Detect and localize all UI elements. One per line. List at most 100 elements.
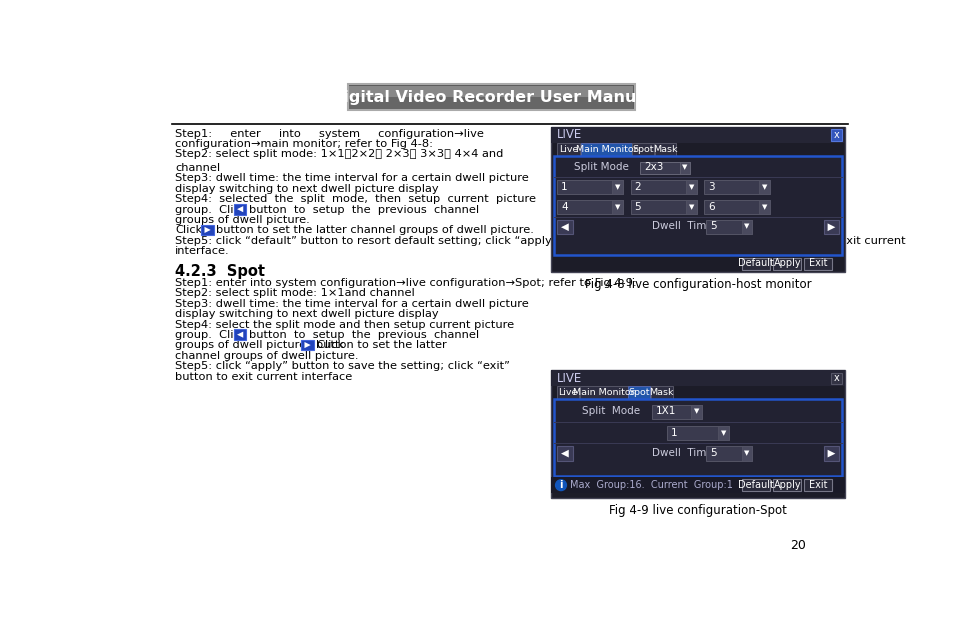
Bar [759,180,769,194]
Polygon shape [204,227,211,233]
Text: ▼: ▼ [615,204,619,211]
Bar [554,156,841,255]
Text: display switching to next dwell picture display: display switching to next dwell picture … [174,309,438,319]
Bar [803,479,831,492]
Bar [830,373,841,384]
Bar [612,200,622,214]
Polygon shape [236,206,243,212]
Bar [557,142,579,156]
Text: Spot: Spot [632,144,653,153]
Text: groups of dwell picture.: groups of dwell picture. [174,215,310,225]
Bar [550,127,844,142]
Text: configuration→main monitor; refer to Fig 4-8:: configuration→main monitor; refer to Fig… [174,139,433,149]
Text: ▼: ▼ [761,204,767,211]
Text: 2x3: 2x3 [643,162,662,172]
Bar [630,200,696,214]
Bar [741,258,769,270]
Bar [632,142,654,156]
Text: Spot: Spot [628,388,649,397]
Bar [550,370,844,497]
Bar [579,386,627,399]
Bar [557,180,622,194]
Bar [718,426,728,439]
Bar [550,478,844,493]
Bar [705,446,752,461]
Text: button  to  setup  the  previous  channel: button to setup the previous channel [249,205,478,214]
Bar [349,97,633,109]
Circle shape [555,480,566,490]
Text: interface.: interface. [174,246,230,256]
Text: 1: 1 [560,182,567,192]
Bar [201,225,213,235]
Bar [233,329,246,340]
Text: Step2: select split mode: 1×1and channel: Step2: select split mode: 1×1and channel [174,289,415,298]
Bar [803,258,831,270]
Text: Mask: Mask [649,388,673,397]
Bar [685,200,696,214]
Text: Mask: Mask [653,144,678,153]
Text: ▼: ▼ [743,450,749,456]
Text: display switching to next dwell picture display: display switching to next dwell picture … [174,184,438,194]
Text: Digital Video Recorder User Manual: Digital Video Recorder User Manual [330,90,652,104]
Polygon shape [560,450,568,457]
Bar [773,258,801,270]
Bar [759,200,769,214]
Text: 1: 1 [670,428,677,438]
Text: Split Mode: Split Mode [574,162,628,172]
Text: Live: Live [558,144,578,153]
Text: channel groups of dwell picture.: channel groups of dwell picture. [174,351,358,361]
Text: Split  Mode: Split Mode [581,406,639,417]
Bar [557,446,572,461]
Bar [679,162,690,174]
Polygon shape [236,331,243,338]
Bar [685,180,696,194]
Text: Step5: click “default” button to resort default setting; click “apply” button to: Step5: click “default” button to resort … [174,236,904,245]
Bar [550,370,844,386]
Text: Exit: Exit [808,480,826,490]
Bar [630,180,696,194]
Bar [822,220,839,234]
Text: Step3: dwell time: the time interval for a certain dwell picture: Step3: dwell time: the time interval for… [174,299,528,309]
Polygon shape [827,223,835,231]
Text: LIVE: LIVE [557,371,581,385]
Text: i: i [558,480,562,490]
Text: Apply: Apply [773,480,801,490]
Text: Step1:     enter     into     system     configuration→live: Step1: enter into system configuration→l… [174,128,483,139]
Text: Step2: select split mode: 1×1，2×2， 2×3， 3×3， 4×4 and: Step2: select split mode: 1×1，2×2， 2×3， … [174,149,503,160]
Text: Step3: dwell time: the time interval for a certain dwell picture: Step3: dwell time: the time interval for… [174,174,528,183]
Text: button to set the latter: button to set the latter [315,340,446,350]
Text: ▼: ▼ [615,184,619,190]
Polygon shape [827,450,835,457]
Bar [554,399,841,476]
Bar [740,446,752,461]
Text: Main Monitor: Main Monitor [575,144,637,153]
Bar [705,220,752,234]
Text: 5: 5 [634,202,640,212]
Text: Apply: Apply [773,258,801,268]
Bar [557,200,622,214]
Bar [628,386,649,399]
Text: 6: 6 [707,202,714,212]
Text: 4: 4 [560,202,567,212]
Text: Step5: click “apply” button to save the setting; click “exit”: Step5: click “apply” button to save the … [174,361,510,371]
Text: x: x [833,130,839,140]
Text: ▼: ▼ [688,204,693,211]
Bar [580,142,631,156]
Text: Step4:  selected  the  split  mode,  then  setup  current  picture: Step4: selected the split mode, then set… [174,194,536,204]
Text: ▼: ▼ [720,430,725,436]
Text: 3: 3 [707,182,714,192]
Text: Step1: enter into system configuration→live configuration→Spot; refer to Fig 4-9: Step1: enter into system configuration→l… [174,278,637,288]
Bar [822,446,839,461]
Text: Live: Live [558,388,578,397]
Text: groups of dwell picture.  Click: groups of dwell picture. Click [174,340,344,350]
Text: Fig 4-9 live configuration-Spot: Fig 4-9 live configuration-Spot [609,504,786,516]
Polygon shape [304,342,311,348]
Bar [740,220,752,234]
Text: 5: 5 [709,221,716,232]
Bar [557,220,572,234]
Text: 1X1: 1X1 [655,406,676,417]
Text: 20: 20 [789,539,805,552]
Bar [703,200,769,214]
Text: Dwell  Time: Dwell Time [652,448,712,458]
Bar [773,479,801,492]
